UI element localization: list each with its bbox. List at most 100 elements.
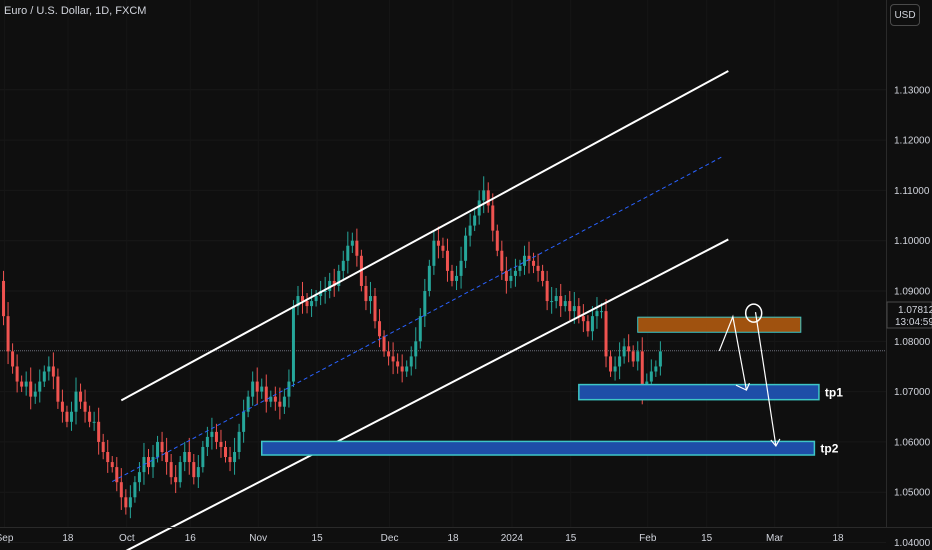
- candle-body: [613, 366, 617, 372]
- candle-body: [509, 275, 513, 281]
- candle-body: [513, 270, 517, 276]
- candle-body: [491, 205, 495, 231]
- candle-body: [29, 381, 33, 397]
- candle-body: [24, 381, 28, 387]
- resistance-zone: [637, 316, 802, 333]
- candle-body: [495, 230, 499, 251]
- candle-body: [310, 301, 314, 307]
- candle-body: [532, 260, 536, 266]
- candle-body: [604, 311, 608, 357]
- currency-button[interactable]: USD: [890, 4, 920, 26]
- candle-body: [133, 482, 137, 498]
- candle-body: [278, 401, 282, 407]
- current-price-label: 1.07812 13:04:59: [886, 301, 932, 329]
- candle-body: [427, 265, 431, 292]
- candle-body: [201, 446, 205, 468]
- candle-body: [196, 467, 200, 478]
- current-price-value: 1.07812: [898, 305, 932, 316]
- candle-body: [599, 311, 603, 313]
- candle-body: [128, 497, 132, 508]
- candle-body: [387, 351, 391, 357]
- candle-body: [319, 291, 323, 297]
- candle-body: [631, 351, 635, 362]
- candle-body: [609, 356, 613, 372]
- candle-body: [563, 301, 567, 307]
- candle-body: [572, 306, 576, 312]
- chart-title: Euro / U.S. Dollar, 1D, FXCM: [4, 5, 147, 17]
- candle-body: [590, 316, 594, 332]
- candle-body: [355, 240, 359, 256]
- candle-body: [577, 306, 581, 317]
- candle-body: [192, 462, 196, 478]
- candle-body: [60, 401, 64, 412]
- candle-body: [273, 396, 277, 402]
- candle-body: [559, 296, 563, 307]
- x-tick-label: 16: [185, 533, 197, 544]
- candle-body: [396, 361, 400, 367]
- candle-body: [83, 401, 87, 412]
- candle-body: [20, 381, 24, 387]
- candle-body: [618, 356, 622, 367]
- x-tick-label: 15: [701, 533, 713, 544]
- candle-body: [255, 381, 259, 392]
- x-tick-label: 15: [312, 533, 324, 544]
- candle-body: [400, 366, 404, 372]
- x-tick-label: 2024: [501, 533, 524, 544]
- y-tick-label: 1.13000: [894, 85, 931, 96]
- bar-countdown: 13:04:59: [895, 317, 932, 328]
- candle-body: [146, 457, 150, 468]
- candle-body: [51, 366, 55, 377]
- x-tick-label: Nov: [249, 533, 267, 544]
- candle-body: [545, 280, 549, 302]
- candle-body: [296, 296, 300, 307]
- candle-body: [409, 356, 413, 367]
- y-tick-label: 1.04000: [894, 538, 931, 549]
- candle-body: [536, 265, 540, 271]
- y-tick-label: 1.09000: [894, 287, 931, 298]
- candle-body: [187, 451, 191, 463]
- candle-body: [237, 431, 241, 452]
- candle-body: [518, 265, 522, 271]
- candle-body: [251, 381, 255, 397]
- x-tick-label: 18: [832, 533, 844, 544]
- x-tick-label: Sep: [0, 533, 14, 544]
- candle-body: [341, 260, 345, 271]
- target-label-tp1: tp1: [825, 386, 843, 400]
- candle-body: [658, 351, 662, 367]
- candle-body: [301, 296, 305, 302]
- candle-body: [205, 436, 209, 447]
- candle-body: [441, 245, 445, 251]
- candle-body: [88, 411, 92, 422]
- candle-body: [550, 301, 554, 303]
- candle-body: [246, 396, 250, 412]
- candle-body: [151, 457, 155, 468]
- candle-body: [477, 200, 481, 216]
- candle-body: [595, 311, 599, 317]
- candle-body: [337, 270, 341, 286]
- candle-body: [627, 346, 631, 352]
- candle-body: [160, 441, 164, 452]
- candle-body: [554, 296, 558, 302]
- candle-body: [11, 351, 15, 367]
- candle-body: [581, 316, 585, 322]
- candle-body: [504, 270, 508, 281]
- candle-body: [459, 260, 463, 276]
- candle-body: [291, 306, 295, 382]
- y-tick-label: 1.11000: [894, 186, 930, 197]
- candle-body: [423, 291, 427, 317]
- candle-body: [110, 462, 114, 468]
- candle-body: [178, 462, 182, 483]
- projection-path-2: [754, 312, 777, 447]
- y-tick-label: 1.08000: [894, 337, 931, 348]
- candle-body: [228, 457, 232, 463]
- candle-body: [640, 351, 644, 392]
- arrow-head-2: [770, 438, 781, 448]
- candle-body: [654, 366, 658, 372]
- candle-body: [106, 451, 110, 463]
- candle-body: [124, 497, 128, 508]
- candle-body: [368, 296, 372, 302]
- candle-body: [56, 376, 60, 402]
- candle-body: [522, 255, 526, 266]
- candle-body: [115, 467, 119, 483]
